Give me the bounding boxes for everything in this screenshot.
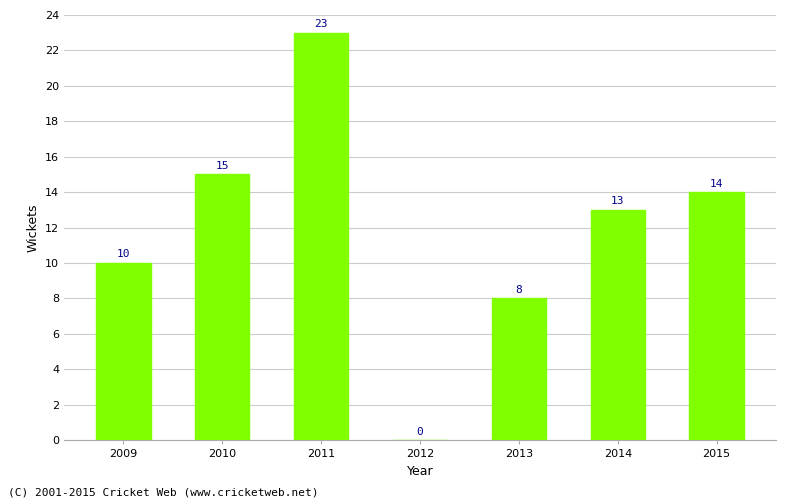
X-axis label: Year: Year bbox=[406, 464, 434, 477]
Text: 8: 8 bbox=[515, 285, 522, 295]
Bar bbox=[492, 298, 546, 440]
Text: 23: 23 bbox=[314, 19, 328, 29]
Text: (C) 2001-2015 Cricket Web (www.cricketweb.net): (C) 2001-2015 Cricket Web (www.cricketwe… bbox=[8, 488, 318, 498]
Text: 15: 15 bbox=[215, 161, 229, 171]
Text: 13: 13 bbox=[611, 196, 625, 206]
Bar bbox=[690, 192, 744, 440]
Bar bbox=[294, 32, 348, 440]
Text: 0: 0 bbox=[417, 428, 423, 438]
Text: 14: 14 bbox=[710, 178, 723, 188]
Bar bbox=[96, 263, 150, 440]
Text: 10: 10 bbox=[117, 250, 130, 260]
Bar bbox=[590, 210, 645, 440]
Y-axis label: Wickets: Wickets bbox=[26, 203, 39, 252]
Bar bbox=[195, 174, 250, 440]
